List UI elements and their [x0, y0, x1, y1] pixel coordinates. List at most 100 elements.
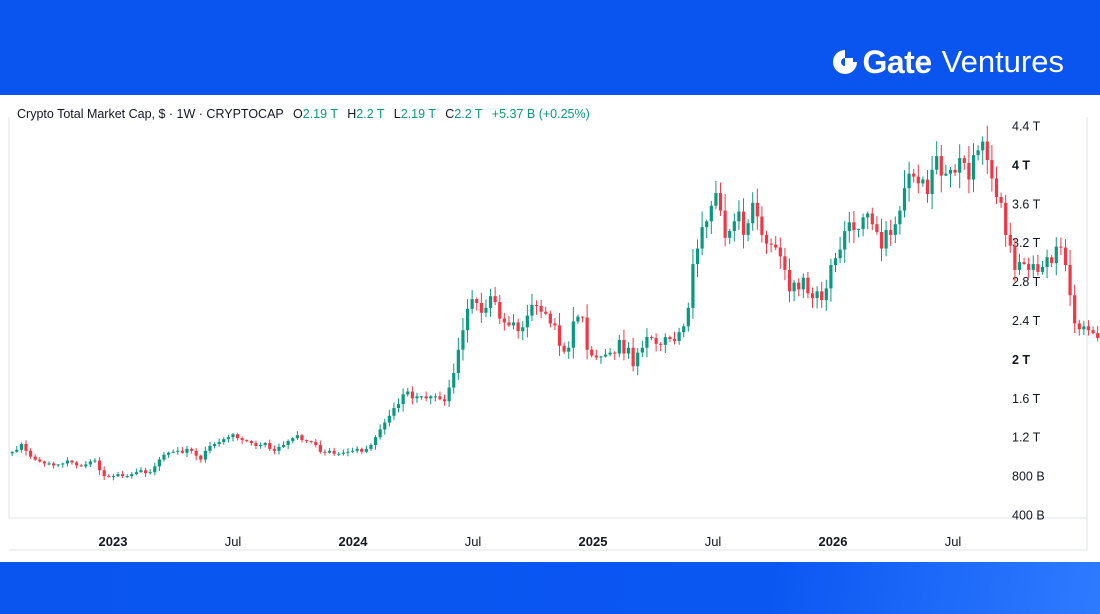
candle-body: [939, 156, 943, 176]
candle-body: [429, 396, 433, 399]
candle-body: [921, 179, 925, 184]
candle-body: [272, 448, 276, 451]
candle-body: [847, 222, 851, 232]
candle-body: [93, 460, 97, 462]
candle-body: [199, 455, 203, 460]
gate-logo-icon: [833, 50, 858, 74]
candle-body: [622, 339, 626, 354]
legend-close-label: C: [445, 107, 455, 121]
candle-body: [254, 443, 258, 446]
candle-body: [856, 229, 861, 231]
candle-body: [709, 205, 713, 222]
candle-body: [180, 450, 184, 453]
candle-body: [203, 450, 207, 460]
candle-body: [695, 248, 700, 265]
candle-body: [249, 441, 253, 444]
candle-body: [245, 440, 249, 442]
candle-body: [824, 288, 828, 301]
candle-body: [24, 444, 28, 451]
candle-body: [907, 173, 911, 189]
y-tick-label: 2.4 T: [1012, 314, 1041, 328]
candle-body: [774, 244, 778, 248]
candle-body: [387, 415, 391, 423]
x-tick-label: Jul: [225, 534, 242, 549]
candle-body: [401, 394, 405, 405]
candle-body: [102, 470, 106, 477]
candle-body: [967, 162, 971, 180]
legend-open-label: O: [293, 107, 303, 121]
candle-body: [235, 434, 240, 439]
candle-body: [1040, 267, 1045, 272]
candle-body: [778, 247, 782, 257]
candle-body: [797, 282, 801, 290]
candle-body: [714, 193, 718, 206]
candle-body: [594, 355, 598, 358]
candle-body: [636, 352, 640, 367]
brand-logo: Gate Ventures: [830, 40, 1064, 84]
candle-body: [323, 451, 327, 453]
y-tick-label: 800 B: [1012, 470, 1045, 484]
candle-body: [751, 202, 755, 224]
candle-body: [925, 179, 930, 195]
candle-body: [438, 396, 442, 400]
candle-body: [935, 156, 939, 170]
candle-body: [189, 448, 194, 451]
chart-panel: 4.4 T 4 T 3.6 T 3.2 T 2.8 T 2.4 T 2 T 1.6 T 1.2 …: [0, 95, 1100, 562]
candle-body: [1017, 262, 1022, 270]
y-tick-label: 1.2 T: [1012, 431, 1041, 445]
candle-body: [760, 216, 764, 235]
legend-low-label: L: [393, 107, 401, 121]
candle-body: [281, 444, 286, 447]
candle-body: [608, 352, 612, 355]
candle-body: [488, 296, 493, 308]
candle-body: [691, 264, 695, 308]
x-tick-label: 2026: [819, 534, 848, 549]
candle-body: [902, 188, 907, 211]
candle-body: [672, 338, 677, 341]
candle-body: [479, 302, 483, 313]
candle-body: [74, 462, 79, 466]
candle-body: [157, 459, 161, 467]
candle-body: [1022, 262, 1026, 265]
candle-body: [530, 304, 534, 316]
candle-body: [79, 465, 83, 467]
candle-body: [686, 307, 690, 327]
candle-body: [705, 221, 709, 228]
footer-band: [0, 562, 1100, 614]
candle-body: [226, 437, 230, 440]
candle-body: [1077, 323, 1081, 330]
candle-body: [544, 311, 548, 314]
candle-body: [286, 441, 290, 445]
candle-body: [263, 443, 267, 445]
legend-title: Crypto Total Market Cap, $ · 1W · CRYPTO…: [17, 107, 284, 121]
candle-body: [171, 451, 175, 453]
candle-body: [613, 352, 617, 354]
candle-body: [852, 222, 856, 231]
candle-body: [47, 463, 51, 465]
candle-body: [1068, 265, 1072, 296]
legend-close-value: 2.2 T: [454, 107, 483, 121]
candle-body: [916, 176, 920, 184]
candle-body: [484, 307, 488, 313]
candle-body: [415, 396, 419, 399]
candle-body: [833, 258, 838, 266]
legend-high-value: 2.2 T: [356, 107, 385, 121]
candle-body: [525, 315, 529, 328]
candle-body: [130, 474, 134, 477]
candle-body: [930, 169, 934, 195]
candle-body: [42, 461, 46, 464]
candle-body: [1063, 247, 1068, 266]
candle-body: [369, 444, 373, 449]
candle-body: [1082, 326, 1086, 330]
candle-body: [631, 347, 635, 367]
market-cap-chart[interactable]: 4.4 T 4 T 3.6 T 3.2 T 2.8 T 2.4 T 2 T 1.6 T 1.2 …: [0, 95, 1100, 562]
candle-body: [1036, 264, 1040, 272]
candle-body: [120, 474, 125, 477]
candle-body: [659, 343, 663, 345]
candle-body: [10, 451, 14, 454]
y-tick-label: 3.2 T: [1012, 236, 1041, 250]
candle-body: [948, 169, 953, 174]
candle-body: [521, 327, 525, 332]
candle-body: [663, 337, 667, 345]
candle-body: [125, 476, 129, 478]
